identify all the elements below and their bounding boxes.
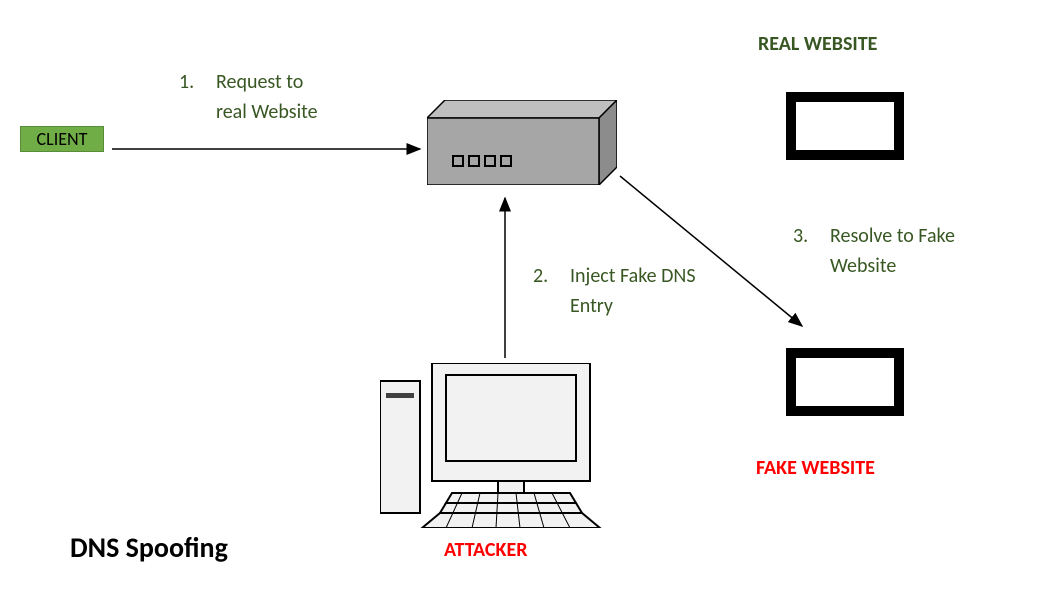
step1-num: 1. bbox=[179, 70, 194, 94]
step1-line2: real Website bbox=[216, 100, 318, 124]
step3-line1: Resolve to Fake bbox=[830, 224, 955, 248]
step1-line1: Request to bbox=[216, 70, 303, 94]
step3-line2: Website bbox=[830, 254, 896, 278]
step2-line1: Inject Fake DNS bbox=[570, 264, 696, 288]
step2-num: 2. bbox=[533, 264, 548, 288]
step3-num: 3. bbox=[793, 224, 808, 248]
step2-line2: Entry bbox=[570, 294, 613, 318]
arrows-layer bbox=[0, 0, 1056, 593]
